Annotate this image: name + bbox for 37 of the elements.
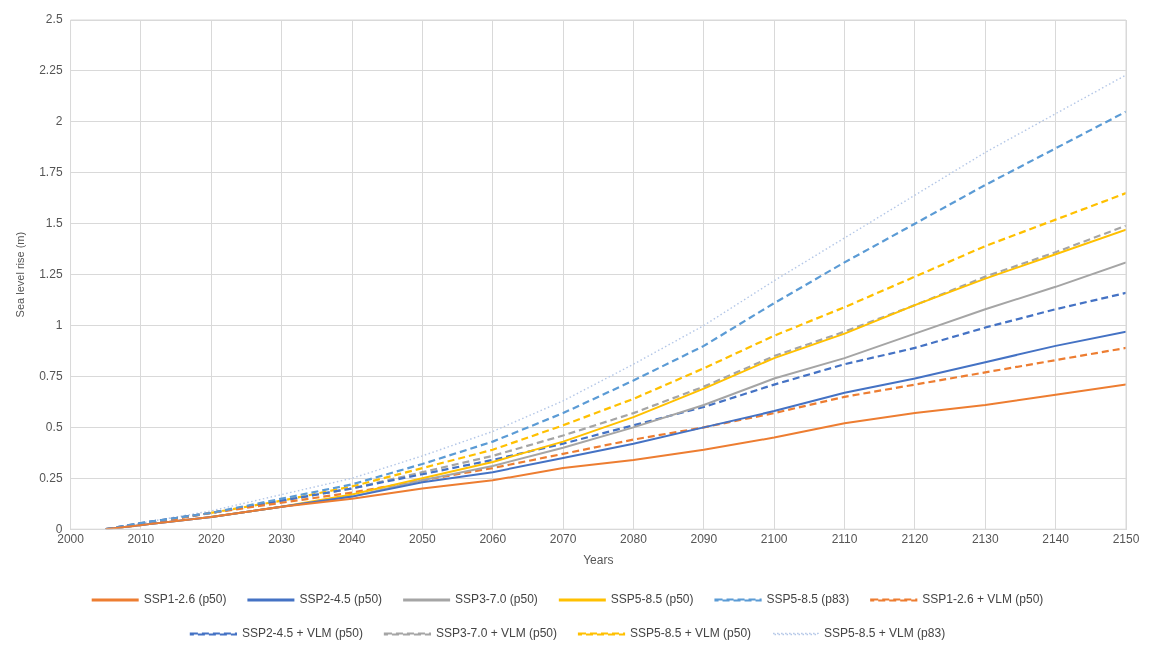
x-axis-title: Years bbox=[583, 553, 614, 568]
x-tick-label: 2020 bbox=[197, 531, 225, 546]
x-tick-label: 2150 bbox=[1112, 531, 1140, 546]
y-tick-label: 2.25 bbox=[39, 63, 63, 78]
x-tick-label: 2040 bbox=[338, 531, 366, 546]
legend-label: SSP1-2.6 + VLM (p50) bbox=[922, 592, 1044, 607]
x-tick-label: 2080 bbox=[620, 531, 648, 546]
legend-label: SSP5-8.5 (p83) bbox=[766, 592, 850, 607]
legend-label: SSP3-7.0 (p50) bbox=[455, 592, 538, 607]
legend-label: SSP1-2.6 (p50) bbox=[143, 592, 227, 607]
legend-label: SSP2-4.5 (p50) bbox=[299, 592, 383, 607]
x-tick-label: 2140 bbox=[1042, 531, 1070, 546]
legend-label: SSP5-8.5 + VLM (p83) bbox=[824, 626, 946, 641]
y-tick-label: 1 bbox=[55, 317, 63, 332]
x-tick-label: 2070 bbox=[549, 531, 577, 546]
y-tick-label: 2 bbox=[55, 114, 63, 129]
y-tick-label: 1.5 bbox=[45, 215, 63, 230]
x-tick-label: 2100 bbox=[760, 531, 788, 546]
y-tick-label: 1.25 bbox=[39, 266, 63, 281]
x-tick-label: 2050 bbox=[409, 531, 437, 546]
legend-label: SSP5-8.5 + VLM (p50) bbox=[630, 626, 752, 641]
legend-label: SSP3-7.0 + VLM (p50) bbox=[435, 626, 557, 641]
y-tick-label: 0.5 bbox=[45, 419, 63, 434]
x-tick-label: 2110 bbox=[831, 531, 858, 546]
y-axis-title: Sea level rise (m) bbox=[13, 231, 26, 318]
y-tick-label: 0.25 bbox=[39, 470, 63, 485]
y-tick-label: 1.75 bbox=[39, 165, 63, 180]
x-tick-label: 2120 bbox=[901, 531, 929, 546]
x-tick-label: 2130 bbox=[971, 531, 999, 546]
legend-label: SSP2-4.5 + VLM (p50) bbox=[241, 626, 363, 641]
x-tick-label: 2010 bbox=[127, 531, 155, 546]
x-tick-label: 2030 bbox=[268, 531, 296, 546]
x-tick-label: 2060 bbox=[479, 531, 507, 546]
x-tick-label: 2090 bbox=[690, 531, 718, 546]
y-tick-label: 2.5 bbox=[45, 12, 63, 27]
y-tick-label: 0.75 bbox=[39, 368, 63, 383]
legend-label: SSP5-8.5 (p50) bbox=[610, 592, 694, 607]
